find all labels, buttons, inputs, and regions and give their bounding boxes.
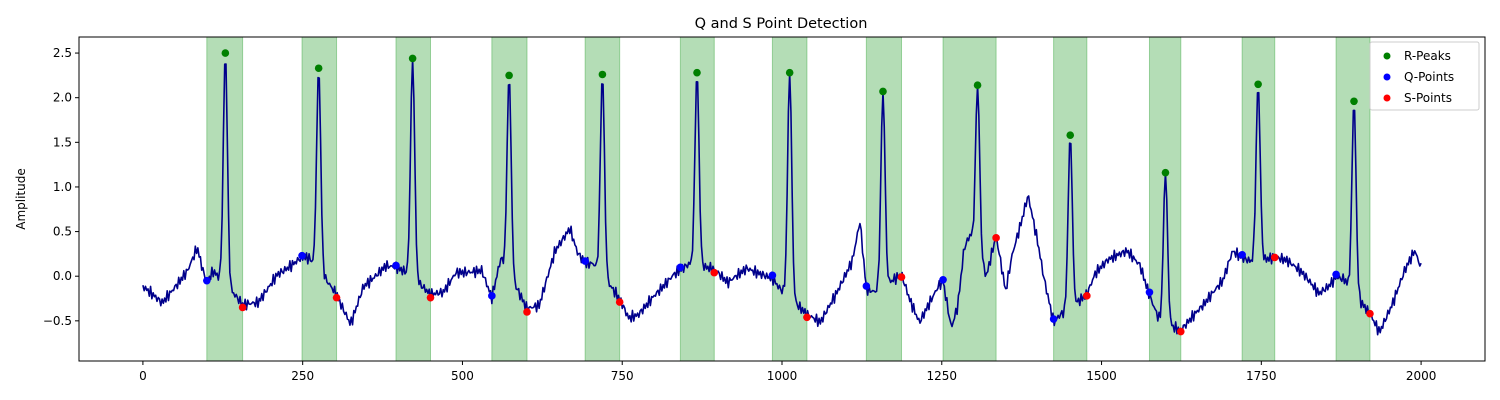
y-axis-label: Amplitude [14, 168, 28, 230]
chart-title: Q and S Point Detection [695, 16, 868, 32]
y-tick-label: 1.0 [53, 180, 72, 194]
x-tick-label: 2000 [1406, 369, 1437, 383]
legend-entry-q-points: Q-Points [1383, 70, 1454, 84]
r-peak-point [505, 71, 513, 80]
r-peak-point [973, 81, 982, 89]
signal-layer [142, 57, 1422, 336]
r-peak-point [1254, 80, 1262, 89]
s-point [710, 268, 719, 277]
s-point [523, 308, 531, 316]
x-axis: 0 250 500 750 1000 1250 1500 1750 2000 [139, 361, 1436, 383]
s-point [615, 298, 624, 306]
q-point [581, 257, 589, 265]
q-point [392, 261, 400, 270]
s-point [992, 234, 1000, 242]
y-tick-label: 0.0 [53, 269, 72, 283]
y-axis: −0.5 0.0 0.5 1.0 1.5 2.0 2.5 [43, 46, 79, 328]
ecg-signal-line [142, 57, 1422, 336]
y-tick-label: 1.5 [53, 135, 72, 149]
r-peak-point [408, 54, 417, 63]
r-peak-point [785, 68, 794, 77]
s-point [803, 313, 811, 322]
q-point [1238, 250, 1246, 259]
x-tick-label: 1000 [767, 369, 798, 383]
r-peak-point [314, 64, 323, 73]
q-point [1145, 288, 1154, 297]
highlight-region [942, 36, 997, 362]
legend: R-Peaks Q-Points S-Points [1369, 41, 1480, 111]
s-point [1176, 327, 1185, 336]
s-point [897, 273, 906, 281]
q-point [939, 275, 947, 284]
q-point [298, 251, 306, 260]
q-point [203, 276, 211, 285]
legend-marker-r-peaks [1383, 52, 1391, 60]
x-tick-label: 500 [451, 369, 474, 383]
s-point [1270, 253, 1279, 262]
highlight-region [1241, 36, 1276, 362]
marker-layer [203, 49, 1374, 336]
q-point [488, 292, 496, 300]
q-point [1049, 315, 1058, 323]
highlight-region [1053, 36, 1088, 362]
y-tick-label: 2.0 [53, 91, 72, 105]
legend-entry-r-peaks: R-Peaks [1383, 49, 1451, 63]
highlight-region [865, 36, 903, 362]
r-peak-point [1161, 168, 1170, 177]
legend-box [1369, 41, 1480, 111]
highlight-region [1335, 36, 1371, 362]
legend-marker-q-points [1383, 73, 1391, 81]
q-point [862, 282, 871, 290]
highlight-regions [206, 36, 1371, 362]
s-point [1366, 309, 1374, 318]
s-point [238, 303, 247, 312]
r-peak-point [1066, 131, 1075, 139]
r-peak-point [879, 87, 887, 96]
x-tick-label: 0 [139, 369, 147, 383]
s-point [426, 293, 435, 302]
r-peak-point [221, 49, 230, 57]
x-tick-label: 1500 [1086, 369, 1117, 383]
q-point [768, 271, 777, 280]
legend-label-r-peaks: R-Peaks [1404, 49, 1451, 63]
highlight-region [1148, 36, 1182, 362]
x-tick-label: 1750 [1246, 369, 1277, 383]
q-point [676, 263, 685, 272]
legend-label-q-points: Q-Points [1404, 70, 1454, 84]
r-peak-point [1350, 97, 1358, 106]
x-tick-label: 1250 [926, 369, 957, 383]
y-tick-label: 2.5 [53, 46, 72, 60]
legend-label-s-points: S-Points [1404, 91, 1452, 105]
x-tick-label: 250 [291, 369, 314, 383]
y-tick-label: −0.5 [43, 314, 72, 328]
q-point [1332, 270, 1340, 279]
s-point [332, 293, 341, 302]
r-peak-point [693, 68, 701, 77]
x-tick-label: 750 [611, 369, 634, 383]
r-peak-point [598, 70, 607, 79]
legend-entry-s-points: S-Points [1383, 91, 1452, 105]
legend-marker-s-points [1383, 94, 1391, 102]
s-point [1083, 292, 1091, 300]
y-tick-label: 0.5 [53, 225, 72, 239]
